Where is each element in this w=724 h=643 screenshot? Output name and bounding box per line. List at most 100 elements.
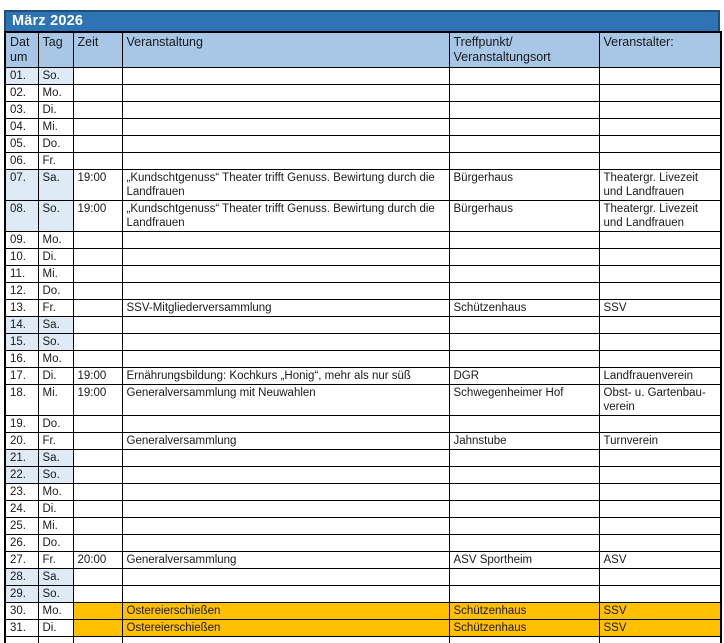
cell-zeit [72,101,123,119]
cell-veranstalter [598,449,722,467]
cell-veranstaltung [121,248,450,266]
col-header-treffpunkt: Treffpunkt/ Veranstaltungsort [448,31,600,68]
cell-tag: Di. [37,619,74,637]
cell-tag: Di. [37,500,74,518]
cell-datum: 14. [4,316,39,334]
table-row: 01. So. [4,67,722,85]
cell-veranstalter [598,67,722,85]
cell-veranstaltung [121,135,450,153]
cell-datum: 15. [4,333,39,351]
cell-veranstalter: Theatergr. Livezeit und Landfrauen [598,200,722,232]
cell-datum: 25. [4,517,39,535]
cell-treffpunkt: Schützenhaus [448,619,600,637]
cell-veranstaltung: SSV-Mitgliederversammlung [121,299,450,317]
cell-veranstalter [598,585,722,603]
cell-tag: Sa. [37,568,74,586]
cell-treffpunkt [448,282,600,300]
table-row: 30. Mo. Ostereierschießen Schützenhaus S… [4,602,722,620]
cell-treffpunkt [448,84,600,102]
cell-veranstaltung [121,534,450,552]
table-row: 27. Fr. 20:00 Generalversammlung ASV Spo… [4,551,722,569]
table-row: 05. Do. [4,135,722,153]
cell-datum: 10. [4,248,39,266]
cell-zeit: 20:00 [72,551,123,569]
cell-tag [37,636,74,643]
cell-tag: Mi. [37,517,74,535]
table-row: 22. So. [4,466,722,484]
cell-zeit [72,568,123,586]
table-row: 20. Fr. Generalversammlung Jahnstube Tur… [4,432,722,450]
cell-zeit [72,135,123,153]
cell-zeit [72,231,123,249]
cell-treffpunkt [448,534,600,552]
cell-treffpunkt [448,231,600,249]
cell-treffpunkt [448,585,600,603]
cell-zeit [72,282,123,300]
cell-datum: 03. [4,101,39,119]
cell-veranstalter [598,316,722,334]
table-row: 14. Sa. [4,316,722,334]
table-row: 11. Mi. [4,265,722,283]
cell-veranstalter [598,265,722,283]
cell-datum: 05. [4,135,39,153]
cell-datum: 24. [4,500,39,518]
cell-tag: So. [37,585,74,603]
cell-zeit [72,534,123,552]
cell-veranstaltung [121,101,450,119]
cell-datum: 13. [4,299,39,317]
table-row: 19. Do. [4,415,722,433]
cell-treffpunkt [448,118,600,136]
cell-veranstalter: SSV [598,619,722,637]
header-row: Datum Tag Zeit Veranstaltung Treffpunkt/… [4,31,722,68]
cell-zeit [72,415,123,433]
cell-zeit [72,152,123,170]
cell-datum: 08. [4,200,39,232]
cell-veranstaltung [121,350,450,368]
table-row: 02. Mo. [4,84,722,102]
cell-tag: Do. [37,282,74,300]
cell-zeit [72,517,123,535]
cell-datum: 31. [4,619,39,637]
cell-zeit [72,333,123,351]
cell-datum: 12. [4,282,39,300]
cell-veranstaltung: „Kundschtgenuss“ Theater trifft Genuss. … [121,169,450,201]
cell-veranstalter [598,333,722,351]
table-row: 21. Sa. [4,449,722,467]
cell-veranstaltung [121,231,450,249]
cell-treffpunkt: Jahnstube [448,432,600,450]
cell-tag: Fr. [37,299,74,317]
cell-veranstalter [598,350,722,368]
cell-datum: 20. [4,432,39,450]
cell-treffpunkt [448,316,600,334]
cell-veranstalter: ASV [598,551,722,569]
cell-zeit [72,265,123,283]
cell-veranstaltung: „Kundschtgenuss“ Theater trifft Genuss. … [121,200,450,232]
cell-veranstaltung [121,517,450,535]
table-row: 07. Sa. 19:00 „Kundschtgenuss“ Theater t… [4,169,722,201]
calendar-body: 01. So. 02. Mo. 03. Di. 04. Mi. 05. Do. … [4,67,722,643]
cell-treffpunkt: Bürgerhaus [448,169,600,201]
cell-tag: So. [37,67,74,85]
cell-veranstaltung [121,585,450,603]
cell-veranstalter [598,568,722,586]
cell-treffpunkt: Schützenhaus [448,299,600,317]
col-header-zeit: Zeit [72,31,123,68]
cell-zeit [72,585,123,603]
table-row: 12. Do. [4,282,722,300]
cell-zeit [72,316,123,334]
table-row: 09. Mo. [4,231,722,249]
cell-tag: Di. [37,248,74,266]
cell-veranstalter [598,534,722,552]
table-row: 04. Mi. [4,118,722,136]
cell-veranstaltung [121,67,450,85]
cell-treffpunkt: ASV Sportheim [448,551,600,569]
table-row: 17. Di. 19:00 Ernährungsbildung: Kochkur… [4,367,722,385]
cell-veranstaltung [121,636,450,643]
cell-veranstaltung [121,333,450,351]
cell-veranstalter: Turnverein [598,432,722,450]
cell-treffpunkt [448,415,600,433]
cell-veranstalter [598,152,722,170]
cell-datum: 16. [4,350,39,368]
cell-datum: 30. [4,602,39,620]
